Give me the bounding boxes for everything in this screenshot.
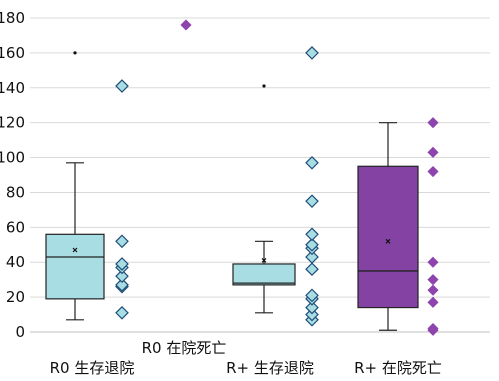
data-point-diamond: [305, 155, 319, 170]
y-axis: 0 20 40 60 80 100 120 140 160 180: [0, 9, 25, 341]
data-point-diamond: [427, 322, 439, 335]
data-point-diamond: [305, 46, 319, 60]
y-tick-label: 180: [0, 9, 25, 27]
data-point-diamond: [427, 284, 439, 296]
data-point-diamond: [305, 194, 319, 209]
data-point-diamond: [427, 165, 439, 178]
data-point-diamond: [427, 256, 439, 268]
data-point-diamond: [427, 296, 439, 308]
y-tick-label: 100: [0, 149, 25, 167]
y-tick-label: 60: [6, 218, 25, 236]
data-point-diamond: [427, 146, 439, 158]
data-point-diamond: [305, 262, 319, 277]
y-tick-label: 40: [6, 253, 25, 271]
data-point-diamond: [427, 117, 439, 129]
data-point-diamond: [115, 305, 129, 320]
data-point-diamond: [305, 300, 319, 315]
data-point-diamond: [115, 257, 129, 271]
box-series: [45, 51, 419, 331]
x-category-label: R+ 生存退院: [226, 359, 314, 377]
data-point-diamond: [427, 274, 439, 286]
outlier-point: [73, 51, 77, 55]
data-point-diamond: [115, 79, 129, 93]
data-point-diamond: [305, 227, 319, 242]
y-tick-label: 120: [0, 114, 25, 132]
mean-marker: [385, 238, 391, 244]
data-point-diamond: [305, 307, 319, 322]
gridlines: [30, 17, 490, 333]
data-point-diamond: [115, 278, 129, 292]
y-tick-label: 0: [15, 323, 25, 341]
mean-marker: [261, 258, 267, 263]
box-iqr: [232, 263, 296, 286]
data-point-diamond: [180, 19, 192, 31]
y-tick-label: 160: [0, 44, 25, 62]
data-point-diamond: [305, 250, 319, 264]
data-point-diamond: [305, 237, 319, 252]
mean-marker: [72, 247, 78, 253]
data-point-diamond: [115, 269, 129, 284]
y-tick-label: 20: [6, 288, 25, 306]
x-category-label: R+ 在院死亡: [354, 359, 442, 377]
box-iqr: [45, 233, 105, 300]
y-tick-label: 140: [0, 79, 25, 97]
box-iqr: [357, 165, 419, 309]
x-category-label: R0 生存退院: [50, 359, 135, 377]
x-category-label: R0 在院死亡: [142, 339, 227, 357]
outlier-point: [262, 84, 266, 88]
data-points: [115, 19, 439, 336]
y-tick-label: 80: [6, 183, 25, 201]
x-axis-labels: R0 生存退院 R0 在院死亡 R+ 生存退院 R+ 在院死亡: [50, 339, 442, 377]
data-point-diamond: [115, 234, 129, 249]
data-point-diamond: [305, 288, 319, 303]
